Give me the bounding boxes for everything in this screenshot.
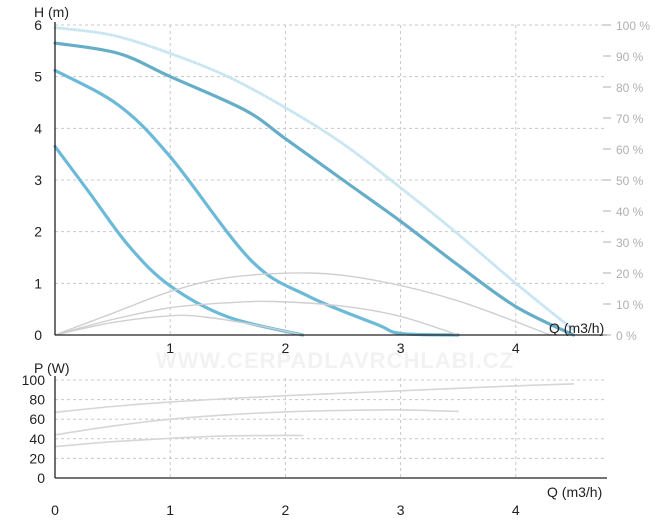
y-tick-label: 60 <box>29 411 45 427</box>
y2-tick-label: 0 % <box>616 329 637 343</box>
y-tick-label: 0 <box>37 470 45 486</box>
y2-tick-label: 70 % <box>616 112 644 126</box>
x-tick-label: 3 <box>397 340 405 356</box>
x-tick-label: 1 <box>166 502 174 518</box>
y-tick-label: 4 <box>34 120 42 136</box>
y-tick-label: 1 <box>34 275 42 291</box>
y-tick-label: 5 <box>34 69 42 85</box>
x-tick-label: 4 <box>512 502 520 518</box>
head-curve <box>53 41 575 337</box>
y2-tick-label: 20 % <box>616 267 644 281</box>
y2-tick-label: 30 % <box>616 236 644 250</box>
head-chart-axes <box>54 22 607 336</box>
y-tick-label: 40 <box>29 431 45 447</box>
efficiency-curve <box>54 314 304 336</box>
head-chart-grid <box>55 24 607 335</box>
power-chart-tick-labels: 0 20 40 60 80 100 0 1 2 3 4 <box>22 372 520 518</box>
y-tick-label: 0 <box>34 327 42 343</box>
x-tick-label: 2 <box>282 502 290 518</box>
y2-tick-label: 90 % <box>616 50 644 64</box>
power-chart-axes <box>54 376 607 479</box>
flow-axis-label-bottom: Q (m3/h) <box>547 484 602 500</box>
y2-tick-label: 100 % <box>616 19 650 33</box>
head-curve <box>53 144 305 337</box>
max-head-curve <box>53 26 575 332</box>
y2-tick-label: 80 % <box>616 81 644 95</box>
y2-tick-label: 10 % <box>616 298 644 312</box>
head-curve <box>53 68 460 337</box>
power-axis-label: P (W) <box>34 360 70 376</box>
y-tick-label: 2 <box>34 224 42 240</box>
y2-tick-label: 40 % <box>616 205 644 219</box>
efficiency-curve <box>54 272 552 336</box>
x-tick-label: 3 <box>397 502 405 518</box>
y-tick-label: 6 <box>34 17 42 33</box>
head-axis-label: H (m) <box>34 4 69 20</box>
x-tick-label: 2 <box>282 340 290 356</box>
power-chart-curves <box>54 383 575 448</box>
x-tick-label: 4 <box>512 340 520 356</box>
power-curve <box>54 434 304 448</box>
y2-tick-label: 60 % <box>616 143 644 157</box>
head-chart-curves <box>53 26 575 337</box>
efficiency-curve <box>54 300 459 336</box>
x-tick-label: 1 <box>166 340 174 356</box>
y-tick-label: 80 <box>29 392 45 408</box>
x-tick-label: 0 <box>51 502 59 518</box>
power-curve <box>54 383 575 414</box>
power-chart-grid <box>55 378 607 478</box>
power-curve <box>54 409 459 436</box>
flow-axis-label-top: Q (m3/h) <box>549 320 604 336</box>
y-tick-label: 20 <box>29 450 45 466</box>
y-tick-label: 3 <box>34 172 42 188</box>
y2-tick-label: 50 % <box>616 174 644 188</box>
watermark: WWW.CERPADLAVRCHLABI.CZ <box>156 348 514 373</box>
y-tick-label: 100 <box>22 372 46 388</box>
